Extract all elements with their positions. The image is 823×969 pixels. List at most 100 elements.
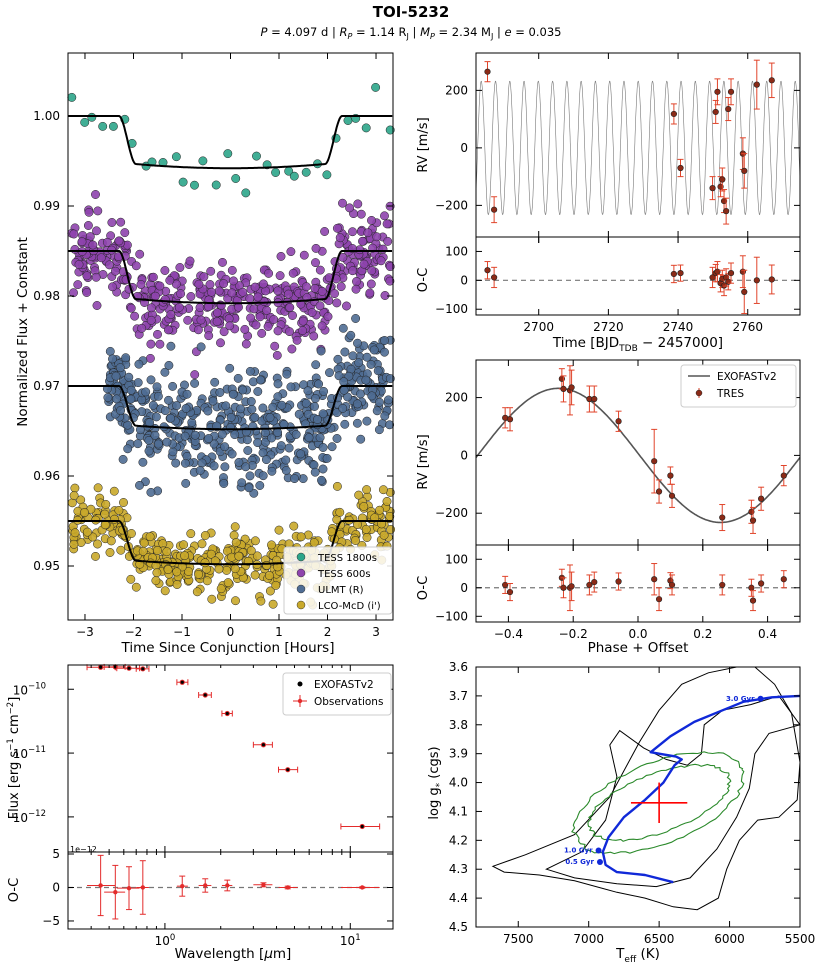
data-point — [231, 596, 240, 606]
data-point — [365, 288, 375, 298]
data-point — [92, 301, 102, 310]
resid-point — [780, 576, 787, 583]
data-point — [272, 350, 282, 360]
y-tick-label: 0.99 — [33, 199, 60, 213]
data-point — [146, 339, 156, 349]
rv-point — [615, 418, 622, 425]
sed-model-point — [360, 824, 364, 829]
sed-model-point — [180, 680, 184, 684]
data-point — [348, 266, 358, 276]
legend-marker-tess600 — [296, 568, 306, 578]
data-point — [354, 358, 364, 368]
data-point — [98, 121, 108, 131]
sed-model-point — [141, 667, 145, 671]
data-point — [231, 174, 241, 183]
data-point — [286, 382, 296, 392]
data-point — [178, 177, 188, 187]
data-point — [241, 188, 251, 198]
data-point — [77, 237, 87, 247]
data-point — [114, 505, 124, 515]
data-point — [146, 315, 156, 325]
data-point — [219, 327, 229, 337]
data-point — [385, 125, 395, 135]
data-point — [264, 268, 274, 278]
data-point — [361, 375, 371, 385]
data-point — [133, 378, 143, 388]
data-point — [155, 339, 165, 349]
x-tick-label: 7500 — [503, 932, 534, 946]
sed-model-point — [99, 665, 103, 669]
rv-model-curve — [475, 387, 801, 524]
data-point — [109, 486, 119, 496]
data-point — [318, 409, 328, 419]
x-tick-label: 1 — [275, 625, 283, 639]
rv-point — [719, 176, 726, 183]
data-point — [192, 587, 202, 597]
x-tick-label: 5500 — [785, 932, 816, 946]
data-point — [294, 409, 304, 419]
data-point — [245, 366, 255, 376]
data-point — [344, 371, 354, 381]
data-point — [82, 527, 92, 537]
data-point — [246, 313, 256, 323]
data-point — [332, 223, 342, 233]
y-tick-label: 4.0 — [449, 776, 468, 790]
hr-xlabel: Teff (K) — [615, 946, 660, 965]
sed-model-point — [261, 743, 266, 747]
data-point — [315, 301, 325, 311]
figure-subtitle: P = 4.097 d | RP = 1.14 RJ | MP = 2.34 M… — [261, 25, 562, 41]
data-point — [124, 372, 134, 382]
data-point — [69, 539, 79, 549]
data-point — [277, 400, 287, 410]
data-point — [268, 599, 278, 609]
data-point — [352, 418, 362, 428]
rvphase-resid-ylabel: O-C — [416, 576, 431, 600]
data-point — [206, 549, 216, 559]
resid-point — [758, 580, 765, 587]
data-point — [118, 454, 128, 464]
data-point — [380, 347, 389, 357]
data-point — [367, 215, 376, 225]
x-tick-label: −1 — [173, 625, 191, 639]
data-point — [229, 276, 238, 286]
age-marker — [757, 695, 764, 702]
resid-point — [203, 883, 208, 888]
y-tick-label: 3.7 — [449, 689, 468, 703]
data-point — [351, 314, 361, 323]
data-point — [148, 272, 158, 282]
evolution-track — [601, 694, 801, 884]
inner-contour — [545, 695, 801, 888]
data-point — [214, 564, 224, 574]
data-point — [146, 375, 156, 385]
sed-model-point — [286, 768, 290, 772]
data-point — [220, 462, 230, 472]
y-tick-label: 1.00 — [33, 109, 60, 123]
data-point — [108, 282, 117, 292]
data-point — [92, 226, 101, 236]
rv-point — [741, 167, 748, 174]
data-point — [183, 315, 193, 325]
data-point — [212, 317, 222, 327]
y-tick-label: 0.96 — [33, 469, 60, 483]
data-point — [246, 546, 256, 556]
data-point — [160, 367, 170, 377]
rv-point — [667, 472, 674, 479]
data-point — [130, 311, 140, 321]
x-tick-label: 6000 — [714, 932, 745, 946]
data-point — [301, 282, 311, 292]
resid-point — [484, 267, 491, 274]
data-point — [194, 569, 204, 579]
data-point — [332, 298, 342, 308]
data-point — [271, 168, 281, 177]
posterior-ellipse — [571, 751, 745, 855]
resid-frame — [475, 236, 801, 316]
data-point — [221, 401, 231, 411]
rv-point — [560, 385, 567, 393]
x-tick-label: 100 — [155, 933, 176, 948]
data-point — [320, 227, 330, 236]
data-point — [150, 291, 160, 301]
age-marker — [596, 859, 603, 865]
y-tick-label: 4.3 — [449, 862, 468, 876]
data-point — [267, 466, 277, 476]
legend-label: TESS 1800s — [317, 553, 377, 564]
